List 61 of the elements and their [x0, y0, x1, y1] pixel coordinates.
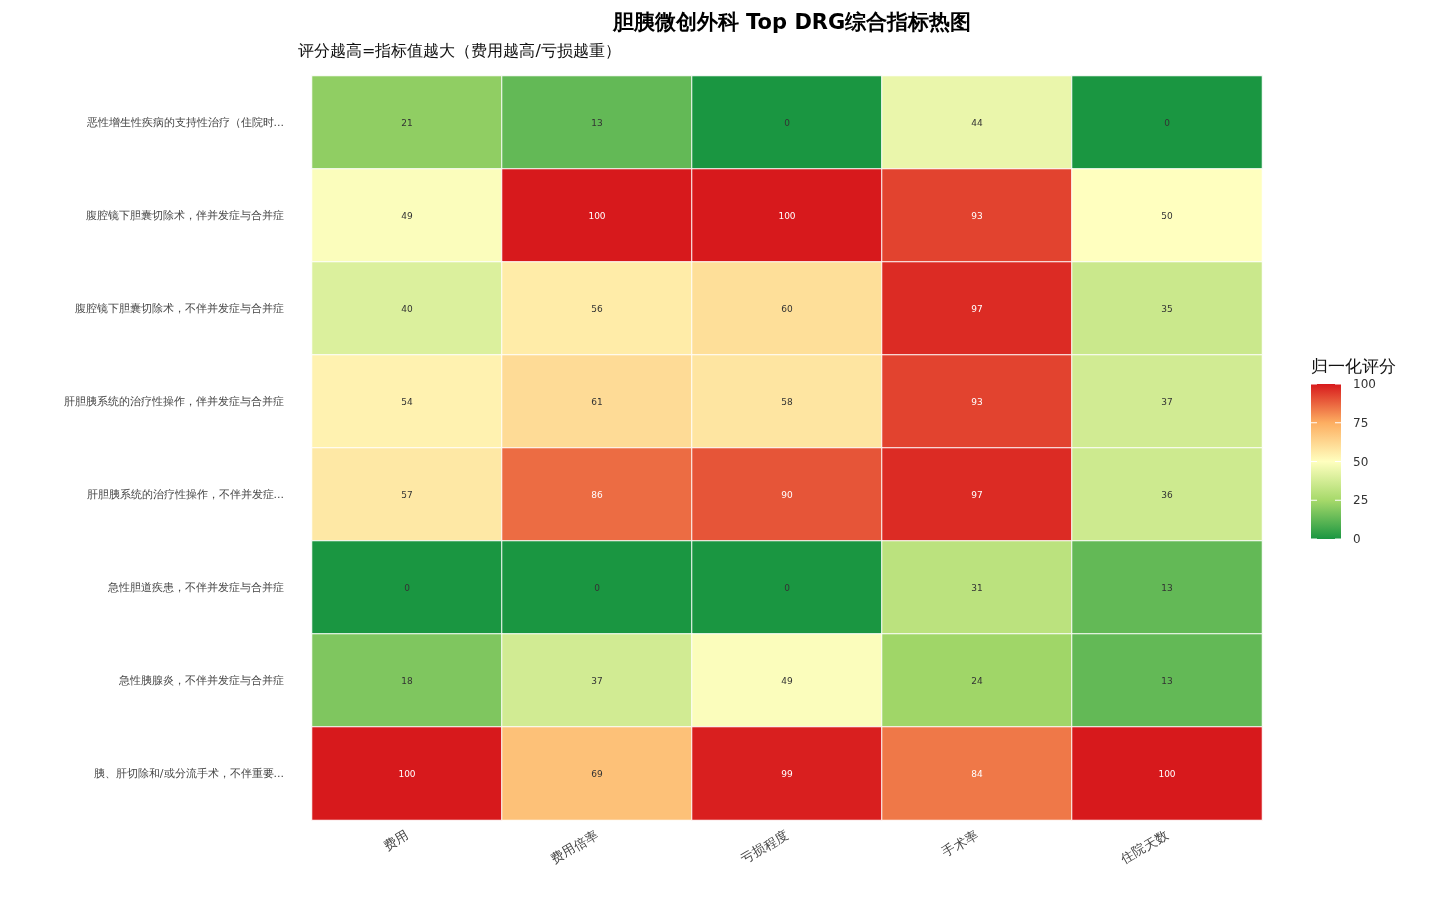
data-label: 37	[1161, 396, 1173, 407]
y-tick-label: 腹腔镜下胆囊切除术，伴并发症与合并症	[86, 209, 284, 222]
data-label: 100	[778, 210, 796, 221]
data-label: 24	[971, 675, 983, 686]
data-label: 0	[594, 582, 601, 593]
x-tick-label: 手术率	[939, 827, 981, 860]
data-label: 18	[401, 675, 413, 686]
data-label: 97	[971, 303, 983, 314]
data-label: 40	[401, 303, 413, 314]
data-label: 0	[404, 582, 411, 593]
color-bar-label: 50	[1353, 454, 1369, 469]
data-label: 0	[784, 582, 791, 593]
data-label: 49	[781, 675, 793, 686]
color-bar-label: 75	[1353, 415, 1369, 430]
data-label: 57	[401, 489, 413, 500]
data-label: 0	[1164, 117, 1171, 128]
x-tick-label: 费用倍率	[548, 827, 601, 867]
data-label: 100	[588, 210, 606, 221]
x-tick-label: 住院天数	[1117, 827, 1171, 867]
y-tick-label: 急性胆道疾患，不伴并发症与合并症	[107, 581, 284, 594]
data-label: 13	[1161, 582, 1173, 593]
y-tick-label: 胰、肝切除和/或分流手术，不伴重要...	[93, 767, 284, 780]
data-label: 35	[1161, 303, 1173, 314]
data-label: 86	[591, 489, 603, 500]
y-tick-label: 腹腔镜下胆囊切除术，不伴并发症与合并症	[75, 302, 284, 315]
data-label: 21	[401, 117, 413, 128]
data-label: 13	[591, 117, 603, 128]
data-label: 100	[1158, 768, 1176, 779]
data-label: 60	[781, 303, 793, 314]
data-label: 56	[591, 303, 603, 314]
y-tick-label: 肝胆胰系统的治疗性操作，不伴并发症...	[86, 488, 284, 501]
data-label: 31	[971, 582, 983, 593]
data-label: 90	[781, 489, 793, 500]
data-label: 61	[591, 396, 603, 407]
color-bar-title: 归一化评分	[1311, 355, 1396, 376]
data-label: 49	[401, 210, 413, 221]
chart-subtitle: 评分越高=指标值越大（费用越高/亏损越重）	[298, 40, 621, 60]
x-tick-label: 亏损程度	[738, 827, 791, 867]
data-label: 100	[398, 768, 416, 779]
data-label: 0	[784, 117, 791, 128]
data-label: 37	[591, 675, 603, 686]
color-bar-label: 100	[1353, 377, 1376, 391]
color-bar-label: 0	[1353, 532, 1361, 546]
data-label: 93	[971, 396, 983, 407]
y-tick-label: 肝胆胰系统的治疗性操作，伴并发症与合并症	[64, 395, 284, 408]
data-label: 54	[401, 396, 413, 407]
x-tick-label: 费用	[380, 827, 411, 854]
data-label: 44	[971, 117, 983, 128]
data-label: 84	[971, 768, 983, 779]
y-tick-label: 急性胰腺炎，不伴并发症与合并症	[118, 674, 284, 687]
data-label: 99	[781, 768, 793, 779]
data-label: 69	[591, 768, 603, 779]
chart-title: 胆胰微创外科 Top DRG综合指标热图	[611, 9, 972, 34]
data-label: 36	[1161, 489, 1173, 500]
data-label: 93	[971, 210, 983, 221]
color-bar-label: 25	[1353, 493, 1369, 508]
data-label: 58	[781, 396, 793, 407]
data-label: 50	[1161, 210, 1173, 221]
data-label: 13	[1161, 675, 1173, 686]
data-label: 97	[971, 489, 983, 500]
y-tick-label: 恶性增生性疾病的支持性治疗（住院时...	[85, 116, 284, 129]
